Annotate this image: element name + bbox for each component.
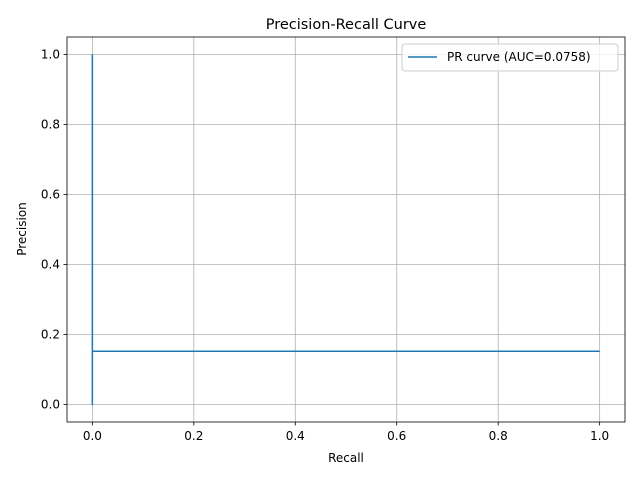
- x-axis-label: Recall: [328, 451, 364, 465]
- y-tick-label: 0.0: [41, 398, 60, 412]
- x-tick-label: 0.6: [387, 429, 406, 443]
- grid-lines: [67, 37, 625, 422]
- y-tick-label: 0.4: [41, 258, 60, 272]
- axes-frame: [66, 36, 626, 423]
- pr-curve-line: [91, 54, 600, 406]
- legend: PR curve (AUC=0.0758): [401, 43, 619, 72]
- x-tick-label: 0.8: [489, 429, 508, 443]
- chart-title: Precision-Recall Curve: [266, 17, 427, 33]
- x-axis-ticks: 0.0 0.2 0.4 0.6 0.8 1.0: [83, 422, 609, 443]
- y-tick-label: 0.8: [41, 118, 60, 132]
- x-tick-label: 0.2: [184, 429, 203, 443]
- plot-area: [66, 36, 626, 423]
- y-axis-label: Precision: [15, 202, 29, 256]
- series-layer: [91, 54, 600, 406]
- legend-box: [401, 43, 619, 72]
- x-tick-label: 0.0: [83, 429, 102, 443]
- y-tick-label: 0.6: [41, 188, 60, 202]
- legend-label: PR curve (AUC=0.0758): [447, 50, 591, 64]
- x-tick-label: 1.0: [590, 429, 609, 443]
- y-axis-ticks: 0.0 0.2 0.4 0.6 0.8 1.0: [41, 48, 67, 412]
- y-tick-label: 0.2: [41, 328, 60, 342]
- y-tick-label: 1.0: [41, 48, 60, 62]
- x-tick-label: 0.4: [286, 429, 305, 443]
